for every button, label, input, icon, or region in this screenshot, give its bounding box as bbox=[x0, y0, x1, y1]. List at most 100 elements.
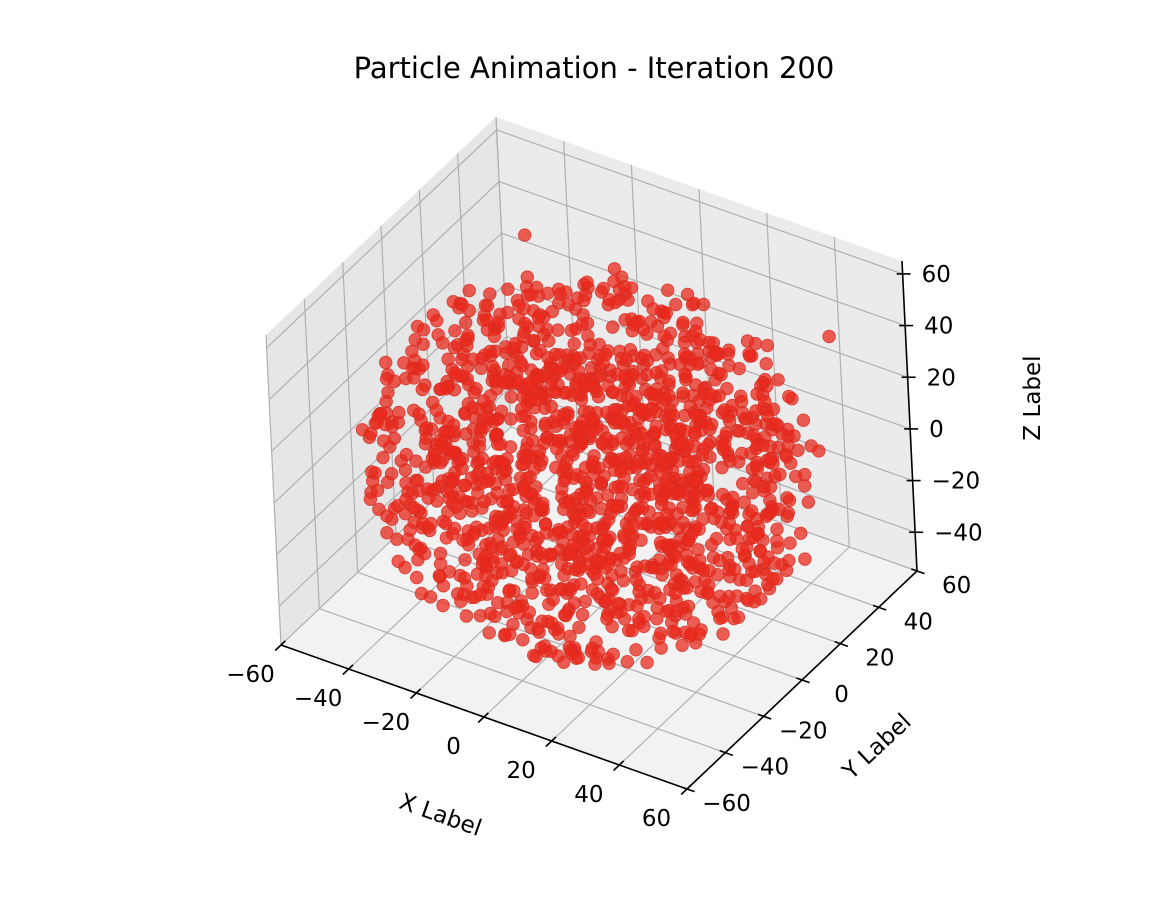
particle-point bbox=[567, 596, 582, 610]
particle-point bbox=[370, 483, 385, 498]
particle-point bbox=[629, 461, 643, 475]
particle-point bbox=[735, 542, 750, 556]
particle-point bbox=[695, 448, 710, 462]
particle-point bbox=[671, 521, 685, 536]
particle-point bbox=[512, 299, 526, 313]
particle-point bbox=[391, 554, 405, 569]
particle-point bbox=[433, 570, 447, 584]
y-tick-label: 20 bbox=[865, 646, 894, 672]
particle-point bbox=[494, 542, 508, 556]
particle-point bbox=[571, 651, 586, 665]
particle-point bbox=[540, 583, 554, 598]
particle-point bbox=[599, 431, 614, 445]
particle-point bbox=[368, 466, 382, 480]
particle-point bbox=[635, 516, 649, 531]
particle-point bbox=[758, 394, 772, 409]
y-axis-label: Y Label bbox=[837, 709, 916, 786]
z-tick-label: 20 bbox=[927, 365, 956, 391]
particle-point bbox=[749, 417, 763, 431]
particle-point bbox=[629, 573, 644, 587]
particle-point bbox=[637, 348, 652, 363]
particle-point bbox=[570, 352, 584, 366]
particle-point bbox=[459, 315, 473, 330]
particle-point bbox=[681, 454, 696, 468]
particle-point bbox=[676, 500, 690, 515]
tick-labels: −60−40−200204060−60−40−200204060−40−2002… bbox=[226, 262, 982, 832]
y-tick bbox=[872, 604, 887, 611]
particle-point bbox=[456, 587, 471, 602]
particle-point bbox=[615, 431, 629, 445]
particle-point bbox=[546, 384, 560, 399]
particle-point bbox=[629, 643, 643, 657]
particle-point bbox=[801, 495, 816, 509]
particle-point bbox=[661, 283, 675, 297]
particle-point bbox=[510, 522, 524, 537]
particle-point bbox=[380, 475, 395, 490]
y-tick-label: 60 bbox=[942, 573, 971, 599]
particle-point bbox=[607, 262, 622, 276]
particle-point bbox=[600, 612, 614, 626]
y-tick bbox=[834, 640, 849, 648]
particle-point bbox=[612, 283, 627, 297]
particle-point bbox=[397, 356, 411, 370]
particle-point bbox=[477, 420, 491, 434]
particle-point bbox=[409, 454, 423, 468]
particle-point bbox=[637, 610, 651, 624]
particle-point bbox=[758, 372, 772, 387]
particle-point bbox=[419, 460, 433, 474]
particle-point bbox=[654, 641, 668, 655]
particle-point bbox=[434, 455, 448, 470]
particle-point bbox=[745, 565, 759, 579]
x-tick-label: 20 bbox=[507, 758, 536, 784]
y-tick bbox=[681, 786, 695, 793]
particle-point bbox=[756, 438, 770, 453]
particle-point bbox=[718, 594, 732, 609]
particle-point bbox=[690, 336, 704, 350]
particle-point bbox=[682, 533, 696, 548]
particle-point bbox=[392, 405, 406, 420]
particle-point bbox=[490, 428, 504, 442]
particle-point bbox=[640, 655, 654, 670]
particle-point bbox=[494, 557, 509, 571]
particle-point bbox=[429, 403, 444, 417]
particle-point bbox=[677, 335, 692, 350]
particle-point bbox=[559, 608, 573, 623]
particle-point bbox=[414, 586, 429, 601]
particle-point bbox=[729, 531, 744, 545]
particle-point bbox=[781, 506, 796, 520]
particle-point bbox=[433, 557, 448, 571]
particle-point bbox=[680, 287, 695, 302]
particle-point bbox=[518, 316, 532, 331]
particle-point bbox=[387, 374, 402, 388]
particle-point bbox=[635, 501, 650, 515]
particle-point bbox=[416, 337, 430, 352]
y-tick bbox=[796, 677, 810, 684]
particle-point bbox=[615, 460, 629, 475]
particle-point bbox=[362, 430, 377, 445]
particle-point bbox=[415, 382, 430, 397]
particle-point bbox=[608, 295, 622, 310]
particle-point bbox=[702, 335, 716, 350]
particle-point bbox=[789, 469, 803, 484]
particle-point bbox=[661, 351, 675, 365]
particle-point bbox=[563, 496, 578, 511]
z-axis-label: Z Label bbox=[1020, 355, 1046, 440]
particle-point bbox=[518, 409, 532, 423]
particle-point bbox=[704, 362, 718, 377]
particle-point bbox=[798, 552, 812, 566]
y-tick-label: −40 bbox=[741, 755, 790, 781]
particle-point bbox=[621, 293, 635, 307]
z-tick-label: 60 bbox=[922, 262, 951, 288]
particle-point bbox=[412, 407, 426, 421]
particle-point bbox=[411, 473, 425, 488]
particle-point bbox=[654, 517, 668, 531]
particle-point bbox=[493, 307, 507, 322]
particle-point bbox=[531, 531, 545, 545]
particle-point bbox=[703, 387, 717, 401]
particle-point bbox=[398, 463, 413, 477]
particle-point bbox=[760, 507, 774, 521]
particle-point bbox=[606, 647, 620, 662]
particle-point bbox=[584, 494, 598, 508]
particle-point bbox=[405, 344, 419, 359]
